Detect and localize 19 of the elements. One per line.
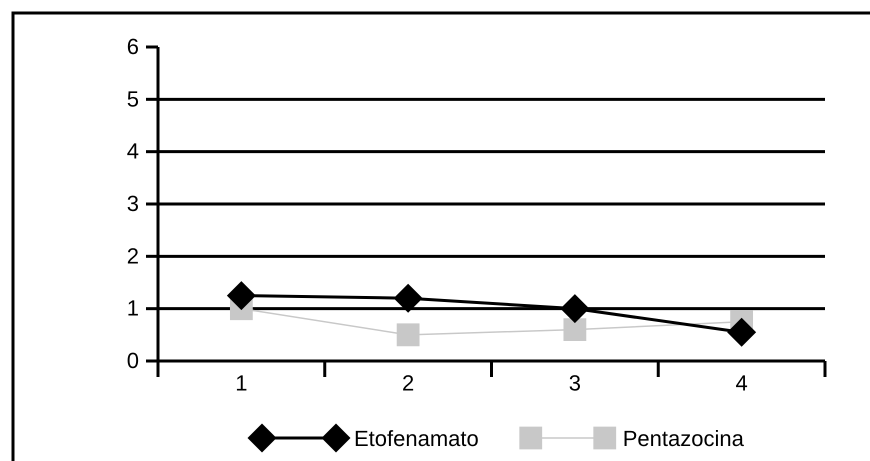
y-tick-label: 2 [126, 243, 139, 268]
point [563, 318, 586, 341]
x-tick-label: 2 [402, 370, 414, 396]
x-tick-label: 3 [568, 370, 581, 396]
point [226, 281, 256, 310]
y-tick-label: 6 [126, 34, 139, 60]
y-tick-label: 0 [126, 348, 139, 374]
y-tick-label: 1 [126, 296, 139, 321]
point [396, 323, 420, 346]
legend-label: Etofenamato [354, 426, 479, 451]
y-tick-label: 5 [126, 86, 139, 112]
y-tick-label: 3 [126, 191, 139, 216]
point [560, 294, 590, 324]
point [394, 284, 423, 313]
y-tick-label: 4 [126, 138, 139, 164]
legend-label: Pentazocina [622, 426, 745, 451]
x-tick-label: 4 [736, 370, 748, 396]
point [727, 318, 756, 347]
x-tick-label: 1 [235, 370, 248, 396]
